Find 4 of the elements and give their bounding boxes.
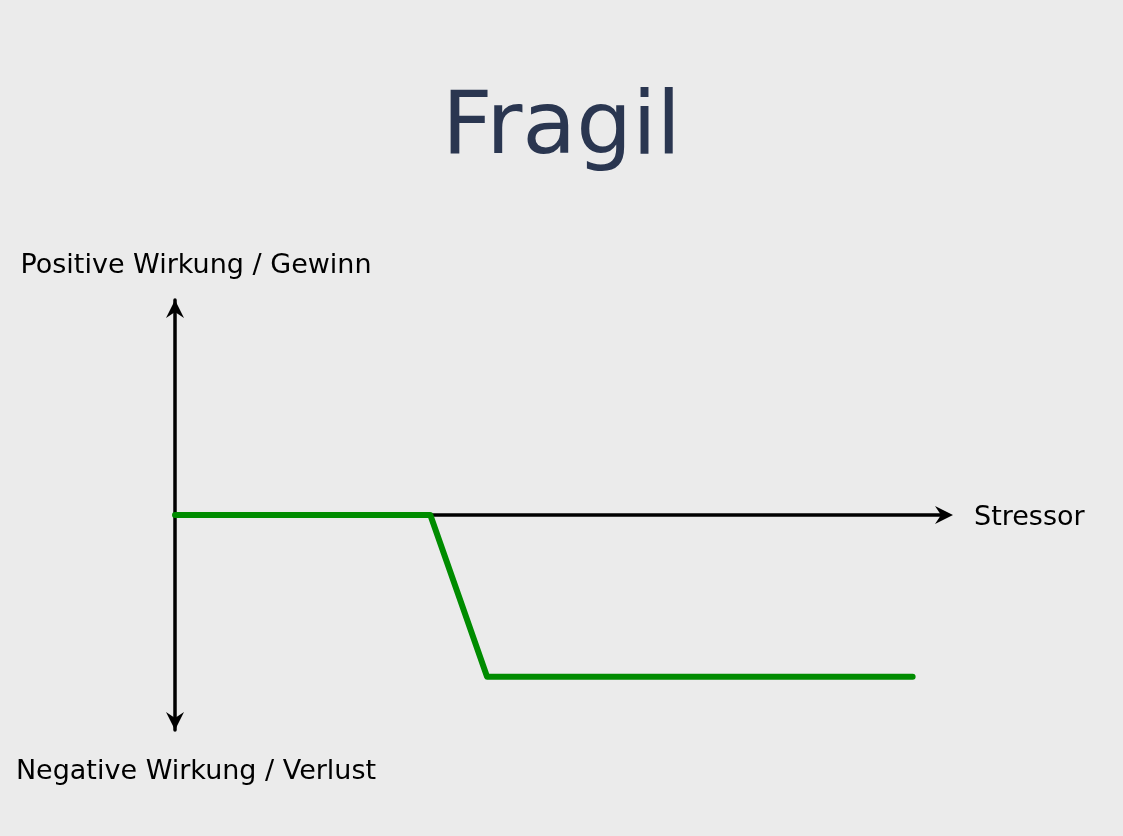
chart-title: Fragil — [441, 70, 682, 174]
text: Negative Wirkung / Verlust — [15, 753, 377, 785]
text: Positive Wirkung / Gewinn — [20, 247, 372, 279]
x-axis-title: Stressor — [974, 499, 1086, 531]
